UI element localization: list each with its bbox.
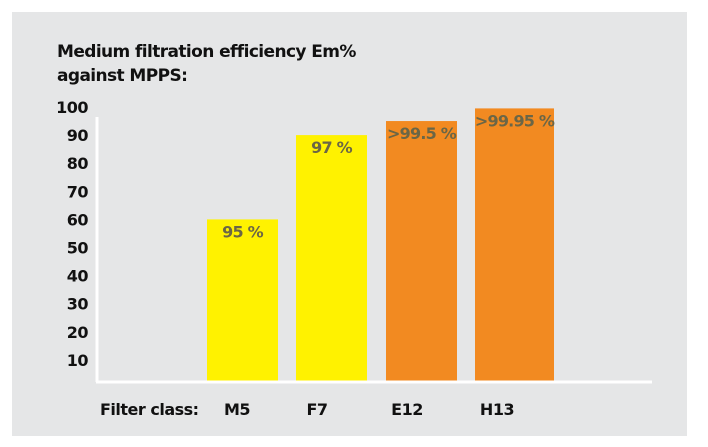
data-label-h13: >99.95 % [475,111,555,130]
bar-m5 [207,219,278,381]
chart-title-line-2: against MPPS: [57,66,187,86]
y-tick-label: 40 [67,267,89,286]
y-tick-label: 60 [67,210,89,229]
data-label-e12: >99.5 % [387,124,457,143]
x-tick-label-e12: E12 [391,400,423,419]
y-tick-label: 20 [67,323,89,342]
y-tick-label: 90 [67,126,89,145]
y-tick-label: 10 [67,351,89,370]
y-tick-label: 70 [67,182,89,201]
y-tick-label: 100 [56,98,88,117]
x-tick-label-f7: F7 [306,400,327,419]
x-tick-label-m5: M5 [224,400,250,419]
data-label-f7: 97 % [311,138,352,157]
data-label-m5: 95 % [222,222,263,241]
bar-f7 [296,135,367,381]
chart-title-line-1: Medium filtration efficiency Em% [57,42,356,62]
y-tick-label: 50 [67,239,89,258]
y-tick-label: 30 [67,295,89,314]
bar-h13 [475,108,554,381]
x-tick-label-h13: H13 [480,400,514,419]
x-axis-label: Filter class: [100,400,199,419]
bar-e12 [386,121,457,382]
y-tick-label: 80 [67,154,89,173]
